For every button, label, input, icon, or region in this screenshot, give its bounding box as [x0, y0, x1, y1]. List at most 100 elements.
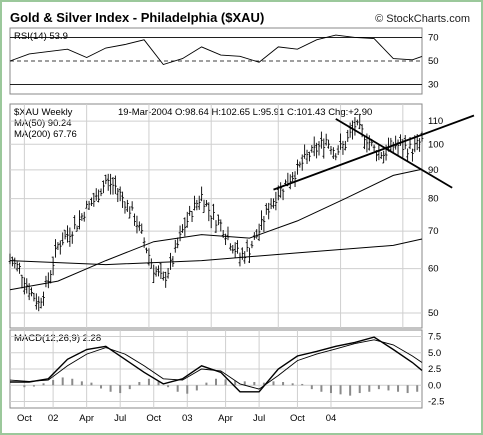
macd-hist-bar: [176, 385, 179, 392]
price-header: 19-Mar-2004 O:98.64 H:102.65 L:95.91 C:1…: [118, 107, 372, 118]
price-bar: [284, 179, 287, 185]
price-bar: [128, 206, 132, 219]
price-bar: [298, 161, 302, 168]
price-bar: [343, 140, 347, 151]
macd-hist-bar: [397, 385, 400, 392]
price-bar: [310, 145, 314, 153]
macd-tick-label: -2.5: [428, 397, 444, 408]
trendline-1: [273, 114, 475, 191]
price-bar: [200, 186, 204, 202]
price-bar: [30, 287, 33, 297]
price-bar: [90, 197, 93, 206]
price-bar: [324, 133, 328, 146]
macd-hist-bar: [147, 378, 150, 386]
price-bar: [111, 177, 115, 195]
price-bar: [61, 232, 65, 246]
price-bar: [149, 258, 153, 269]
price-bar: [248, 247, 251, 264]
price-bar: [394, 135, 398, 150]
price-bar: [245, 239, 249, 252]
price-bar: [154, 266, 158, 277]
price-bar: [305, 149, 309, 165]
macd-hist-bar: [90, 382, 93, 386]
x-tick-label: 04: [326, 413, 337, 424]
price-frame: [9, 103, 423, 329]
price-bar: [135, 215, 139, 234]
price-bar: [379, 152, 383, 159]
rsi-line: [9, 34, 423, 66]
price-bar: [327, 139, 330, 149]
macd-hist-bar: [387, 385, 390, 391]
trendline-2: [335, 118, 453, 189]
price-bar: [255, 229, 259, 239]
price-bar: [92, 192, 96, 207]
price-bar: [157, 265, 160, 277]
price-bar: [82, 211, 86, 222]
price-bar: [73, 215, 77, 230]
x-tick-label: Apr: [218, 413, 233, 424]
price-bar: [260, 210, 263, 231]
price-bar: [240, 247, 244, 260]
x-tick-label: Jul: [253, 413, 265, 424]
ma50-line: [9, 168, 423, 291]
price-bar: [181, 224, 184, 233]
macd-line: [10, 336, 423, 393]
price-bar: [159, 262, 163, 279]
price-bar: [190, 211, 194, 223]
macd-label: MACD(12,26,9) 2.28: [14, 333, 101, 344]
price-bar: [178, 225, 182, 242]
price-bar: [214, 220, 218, 233]
price-bar: [308, 151, 311, 162]
price-bar: [293, 171, 297, 188]
price-bar: [183, 217, 187, 237]
macd-hist-bar: [32, 385, 35, 387]
macd-tick-label: 5.0: [428, 348, 441, 359]
price-bar: [142, 237, 146, 248]
price-bar: [80, 213, 84, 221]
price-bar: [113, 175, 117, 195]
macd-hist-bar: [128, 385, 131, 390]
price-bar: [396, 139, 400, 155]
price-bar: [274, 191, 278, 211]
price-bar: [97, 189, 101, 203]
price-bar: [315, 142, 319, 159]
price-tick-label: 110: [428, 116, 443, 127]
macd-hist-bar: [157, 381, 160, 386]
price-bar: [372, 144, 376, 152]
price-tick-label: 50: [428, 308, 439, 319]
x-tick-label: Jul: [114, 413, 126, 424]
macd-hist-bar: [368, 385, 371, 392]
x-tick-label: Oct: [290, 413, 305, 424]
price-bar: [231, 244, 235, 254]
price-bar: [49, 270, 53, 284]
price-bar: [130, 201, 134, 211]
price-bar: [137, 221, 141, 231]
price-bar: [257, 223, 261, 242]
price-bar: [358, 113, 362, 130]
macd-hist-bar: [205, 382, 208, 386]
price-tick-label: 60: [428, 264, 439, 275]
price-bar: [272, 198, 275, 209]
price-bar: [226, 226, 230, 241]
price-bar: [15, 261, 19, 272]
macd-hist-bar: [262, 382, 265, 386]
price-bar: [46, 272, 50, 289]
price-bar: [164, 271, 168, 288]
price-bar: [140, 223, 144, 234]
price-bar: [22, 277, 26, 295]
macd-hist-bar: [224, 379, 227, 386]
price-bar: [39, 297, 43, 309]
macd-hist-bar: [80, 381, 83, 386]
price-bar: [152, 264, 156, 284]
price-label: $XAU Weekly: [14, 107, 73, 118]
price-bar: [233, 242, 237, 258]
price-bar: [13, 257, 17, 269]
macd-hist-bar: [291, 383, 294, 386]
price-bar: [300, 154, 304, 171]
macd-hist-bar: [186, 385, 189, 394]
price-bar: [202, 199, 206, 214]
macd-hist-bar: [61, 377, 64, 386]
price-bar: [87, 200, 91, 210]
macd-hist-bar: [42, 383, 45, 386]
x-tick-label: Apr: [79, 413, 94, 424]
